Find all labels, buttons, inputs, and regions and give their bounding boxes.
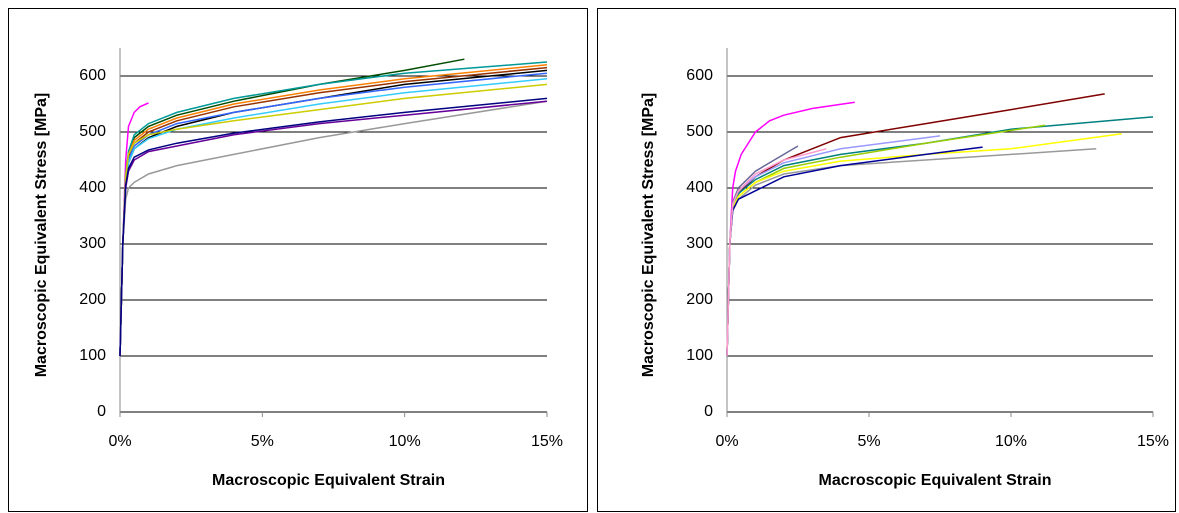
x-tick-label: 15%	[1137, 433, 1169, 450]
y-tick-label: 200	[686, 291, 713, 308]
y-tick-label: 100	[686, 347, 713, 364]
series-line	[726, 148, 827, 357]
y-tick-label: 300	[79, 235, 106, 252]
y-axis-title: Macroscopic Equivalent Stress [MPa]	[640, 93, 657, 378]
y-tick-label: 300	[686, 235, 713, 252]
y-tick-label: 600	[686, 67, 713, 84]
x-tick-label: 10%	[389, 433, 421, 450]
x-axis-title: Macroscopic Equivalent Strain	[212, 472, 445, 489]
y-tick-label: 100	[79, 347, 106, 364]
x-axis-title: Macroscopic Equivalent Strain	[819, 472, 1052, 489]
y-tick-label: 500	[79, 123, 106, 140]
panel-frame	[597, 8, 1176, 512]
x-tick-label: 5%	[857, 433, 880, 450]
y-tick-label: 600	[79, 67, 106, 84]
x-tick-label: 0%	[715, 433, 738, 450]
x-tick-label: 10%	[995, 433, 1027, 450]
y-tick-label: 400	[686, 179, 713, 196]
y-axis-title: Macroscopic Equivalent Stress [MPa]	[33, 93, 50, 378]
series-line	[119, 97, 548, 357]
y-tick-label: 0	[704, 403, 713, 420]
x-tick-label: 0%	[108, 433, 131, 450]
y-tick-label: 500	[686, 123, 713, 140]
y-tick-label: 400	[79, 179, 106, 196]
y-tick-label: 0	[97, 403, 106, 420]
panel-frame	[8, 8, 588, 512]
y-tick-label: 200	[79, 291, 106, 308]
x-tick-label: 5%	[251, 433, 274, 450]
x-tick-label: 15%	[531, 433, 563, 450]
